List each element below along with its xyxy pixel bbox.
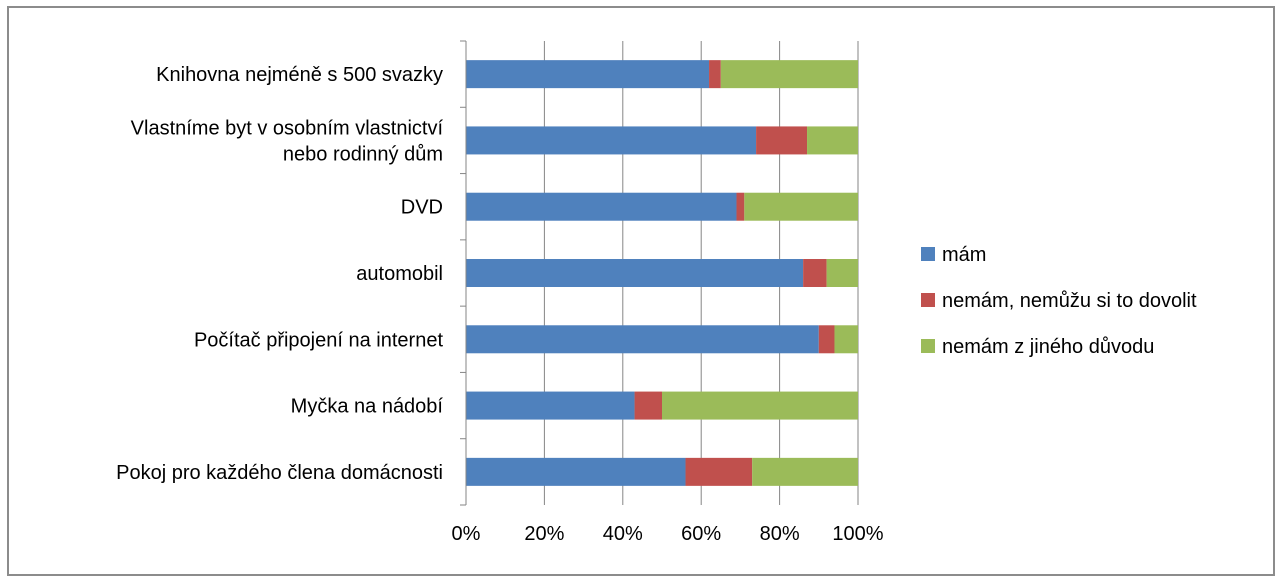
category-label-line: automobil [356,263,443,285]
category-labels: Knihovna nejméně s 500 svazky Vlastníme b… [116,64,443,484]
category-label: DVD [401,197,443,219]
category-axis [460,40,467,506]
bar-segment-s0-c6 [466,457,686,486]
bar-segment-s2-c3 [826,259,858,287]
legend-swatch [921,293,935,307]
category-label-line: Myčka na nádobí [291,396,444,418]
category-label: Knihovna nejméně s 500 svazky [156,64,443,86]
bar-segment-s1-c0 [709,60,721,89]
bar-segment-s1-c1 [756,126,808,155]
legend: mám nemám, nemůžu si to dovolit nemám z ji… [921,244,1197,358]
category-label-line: Vlastníme byt v osobním vlastnictví [131,117,444,139]
bar-segment-s0-c4 [466,325,819,354]
bar-segment-s2-c5 [662,391,858,420]
legend-swatch [921,339,935,353]
x-tick-label: 60% [681,523,721,545]
bar-segment-s0-c2 [466,192,737,221]
category-label-line: nebo rodinný dům [283,143,443,165]
category-label: automobil [356,263,443,285]
bar-segment-s2-c4 [834,325,858,354]
bar-segment-s0-c3 [466,259,804,287]
legend-swatch [921,247,935,261]
bar-segment-s2-c1 [807,126,858,155]
bars [466,60,858,486]
legend-label: mám [942,244,986,266]
bar-segment-s0-c0 [466,60,710,89]
bar-segment-s2-c0 [720,60,858,89]
bar-segment-s1-c5 [634,391,662,420]
bar-segment-s2-c2 [744,192,858,221]
x-tick-label: 20% [524,523,564,545]
bar-segment-s1-c6 [685,457,753,486]
x-tick-label: 100% [832,523,883,545]
bar-segment-s0-c1 [466,126,757,155]
category-label-line: Knihovna nejméně s 500 svazky [156,64,443,86]
category-label: Počítač připojení na internet [194,329,443,351]
bar-segment-s1-c4 [818,325,835,354]
legend-label: nemám, nemůžu si to dovolit [942,290,1197,312]
bar-segment-s1-c3 [803,259,827,287]
x-tick-labels: 0% 20% 40% 60% 80% 100% [452,523,884,545]
category-label: Myčka na nádobí [291,396,444,418]
category-label: Pokoj pro každého člena domácnosti [116,462,443,484]
x-tick-label: 40% [603,523,643,545]
bar-segment-s0-c5 [466,391,635,420]
x-tick-label: 80% [760,523,800,545]
bar-segment-s1-c2 [736,192,745,221]
legend-label: nemám z jiného důvodu [942,336,1154,358]
category-label: Vlastníme byt v osobním vlastnictví nebo … [131,117,444,165]
x-tick-label: 0% [452,523,481,545]
bar-segment-s2-c6 [752,457,858,486]
category-label-line: Pokoj pro každého člena domácnosti [116,462,443,484]
category-label-line: DVD [401,197,443,219]
category-label-line: Počítač připojení na internet [194,329,443,351]
